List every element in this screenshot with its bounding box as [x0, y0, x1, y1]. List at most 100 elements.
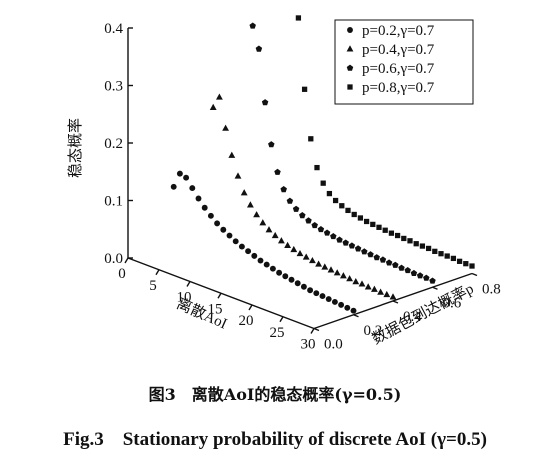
data-point-triangle — [346, 275, 354, 282]
x-tick — [279, 316, 284, 323]
data-point-triangle — [389, 293, 397, 300]
z-tick-label: 0.3 — [104, 79, 123, 95]
data-point-square — [456, 258, 463, 264]
y-tick-label: 0.4 — [403, 309, 422, 325]
data-point-pentagon — [274, 168, 281, 175]
figure-caption-cn: 图3 离散AoI的稳态概率(γ=0.5) — [148, 385, 402, 404]
data-point-triangle — [271, 231, 279, 239]
data-point-circle — [170, 183, 177, 190]
legend-label: p=0.4,γ=0.7 — [362, 42, 435, 58]
data-point-pentagon — [373, 254, 380, 261]
data-point-circle — [232, 238, 239, 245]
data-point-pentagon — [410, 269, 418, 277]
y-tick-label: 0.0 — [324, 337, 343, 353]
legend: p=0.2,γ=0.7 p=0.4,γ=0.7 p=0.6,γ=0.7 p=0.8,γ… — [334, 19, 474, 105]
data-point-triangle — [215, 93, 223, 100]
data-point-circle — [189, 185, 196, 192]
data-point-pentagon — [367, 251, 374, 258]
data-point-circle — [263, 261, 270, 268]
data-point-square — [376, 224, 382, 230]
data-point-circle — [176, 170, 183, 177]
x-tick — [248, 304, 253, 311]
chart-axes: 0.0 0.1 0.2 0.3 0.4 0 5 10 15 20 25 30 0.0 0.2 0.4 0.6 0… — [104, 21, 501, 353]
data-point-square — [363, 218, 370, 225]
data-point-square — [401, 235, 407, 242]
data-point-pentagon — [423, 274, 430, 281]
data-point-square — [388, 230, 395, 236]
legend-marker-pentagon — [346, 64, 354, 71]
data-point-circle — [195, 195, 202, 202]
data-point-triangle — [333, 269, 341, 276]
data-point-circle — [214, 220, 221, 227]
data-point-circle — [294, 280, 301, 287]
data-point-circle — [251, 252, 258, 259]
x-tick — [310, 328, 315, 334]
data-point-square — [469, 263, 475, 269]
legend-label: p=0.8,γ=0.7 — [362, 80, 435, 96]
data-point-circle — [307, 287, 314, 294]
data-point-square — [357, 215, 364, 221]
data-point-circle — [238, 243, 245, 250]
data-point-pentagon — [429, 277, 436, 284]
z-tick-label: 0.2 — [104, 136, 123, 152]
data-point-square — [301, 86, 308, 92]
data-point-pentagon — [354, 245, 362, 252]
x-tick-label: 20 — [239, 313, 254, 329]
z-tick-label: 0.0 — [104, 251, 123, 267]
data-point-pentagon — [268, 141, 275, 148]
data-point-pentagon — [261, 99, 269, 106]
data-point-square — [413, 241, 419, 247]
data-point-triangle — [358, 280, 366, 287]
data-point-square — [370, 221, 376, 228]
data-point-triangle — [327, 266, 335, 273]
data-point-square — [295, 15, 302, 21]
legend-label: p=0.6,γ=0.7 — [362, 61, 435, 77]
x-tick — [186, 281, 191, 287]
data-point-circle — [319, 293, 326, 300]
data-point-triangle — [228, 151, 236, 158]
y-tick — [432, 286, 438, 290]
data-point-pentagon — [416, 272, 424, 279]
data-point-circle — [350, 307, 357, 314]
x-tick-label: 15 — [208, 301, 223, 317]
data-point-square — [419, 243, 426, 249]
data-point-pentagon — [299, 212, 306, 219]
data-point-triangle — [265, 226, 273, 233]
x-tick-label: 0 — [118, 266, 126, 282]
y-tick-label: 0.8 — [482, 282, 501, 298]
data-point-square — [444, 253, 450, 259]
data-point-circle — [183, 174, 190, 181]
data-point-triangle — [259, 219, 267, 226]
data-point-square — [320, 180, 326, 186]
data-point-pentagon — [379, 256, 387, 263]
z-tick-label: 0.4 — [104, 21, 123, 37]
data-point-triangle — [302, 253, 310, 260]
data-point-circle — [201, 204, 208, 211]
data-point-circle — [269, 265, 276, 272]
data-point-pentagon — [342, 239, 349, 246]
data-point-circle — [331, 299, 338, 305]
data-point-square — [394, 232, 401, 239]
data-point-pentagon — [361, 248, 368, 255]
data-point-square — [425, 245, 432, 252]
data-point-triangle — [364, 283, 372, 290]
x-tick — [155, 269, 160, 276]
legend-marker-triangle — [346, 45, 354, 52]
x-tick — [217, 292, 222, 299]
data-point-square — [407, 238, 413, 244]
data-point-circle — [288, 276, 295, 283]
data-point-circle — [220, 226, 227, 233]
data-point-triangle — [240, 189, 248, 196]
data-point-circle — [245, 248, 252, 255]
data-point-pentagon — [305, 217, 312, 224]
data-point-triangle — [284, 241, 292, 249]
z-axis-title: 稳态概率 — [67, 118, 84, 178]
data-point-triangle — [321, 263, 329, 270]
x-tick-label: 10 — [177, 290, 192, 306]
data-point-circle — [338, 301, 345, 308]
data-point-square — [438, 251, 444, 257]
data-point-square — [308, 136, 314, 142]
data-point-pentagon — [292, 205, 300, 212]
data-point-square — [450, 255, 457, 262]
data-point-pentagon — [286, 197, 294, 204]
